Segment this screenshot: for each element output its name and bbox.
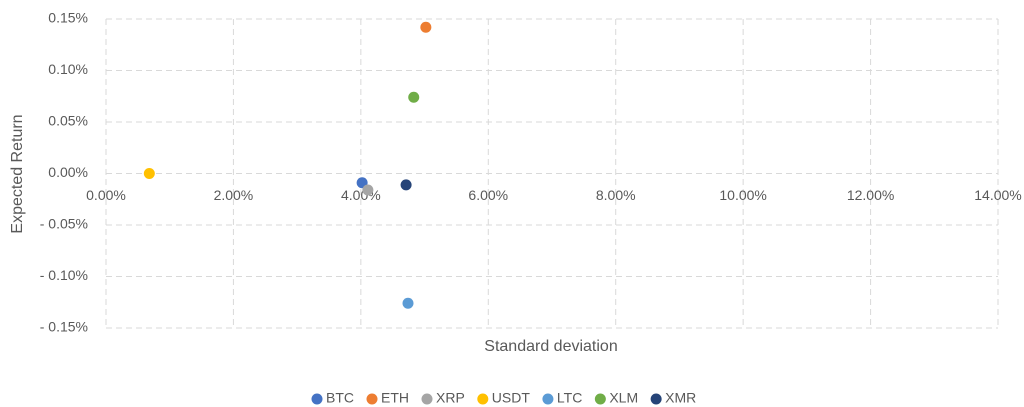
legend-label: XMR	[665, 390, 696, 406]
x-tick-label: 4.00%	[341, 187, 381, 203]
legend-label: LTC	[557, 390, 582, 406]
y-tick-label: 0.10%	[48, 61, 88, 77]
legend-label: XLM	[609, 390, 638, 406]
legend-marker	[542, 393, 554, 405]
x-axis-title: Standard deviation	[484, 338, 617, 355]
y-axis-title: Expected Return	[9, 114, 26, 233]
y-tick-label: - 0.10%	[40, 267, 88, 283]
x-tick-label: 6.00%	[468, 187, 508, 203]
legend-label: ETH	[381, 390, 409, 406]
legend-marker	[594, 393, 606, 405]
scatter-point	[400, 179, 412, 191]
x-tick-label: 12.00%	[847, 187, 894, 203]
y-tick-label: 0.05%	[48, 113, 88, 129]
legend-label: BTC	[326, 390, 354, 406]
x-tick-label: 14.00%	[974, 187, 1021, 203]
legend-label: XRP	[436, 390, 465, 406]
y-tick-label: - 0.05%	[40, 216, 88, 232]
scatter-point	[402, 297, 414, 309]
scatter-point	[420, 21, 432, 33]
scatter-point	[362, 184, 374, 196]
legend-marker	[311, 393, 323, 405]
scatter-point	[143, 168, 155, 179]
legend-marker	[421, 393, 433, 405]
legend-marker	[650, 393, 662, 405]
y-tick-label: 0.15%	[48, 10, 88, 26]
x-tick-label: 0.00%	[86, 187, 126, 203]
x-tick-label: 8.00%	[596, 187, 636, 203]
legend-label: USDT	[492, 390, 531, 406]
y-tick-label: - 0.15%	[40, 319, 88, 335]
x-tick-label: 10.00%	[719, 187, 766, 203]
legend-marker	[477, 393, 489, 405]
scatter-point	[408, 91, 420, 103]
y-tick-label: 0.00%	[48, 164, 88, 180]
legend-marker	[366, 393, 378, 405]
x-tick-label: 2.00%	[214, 187, 254, 203]
